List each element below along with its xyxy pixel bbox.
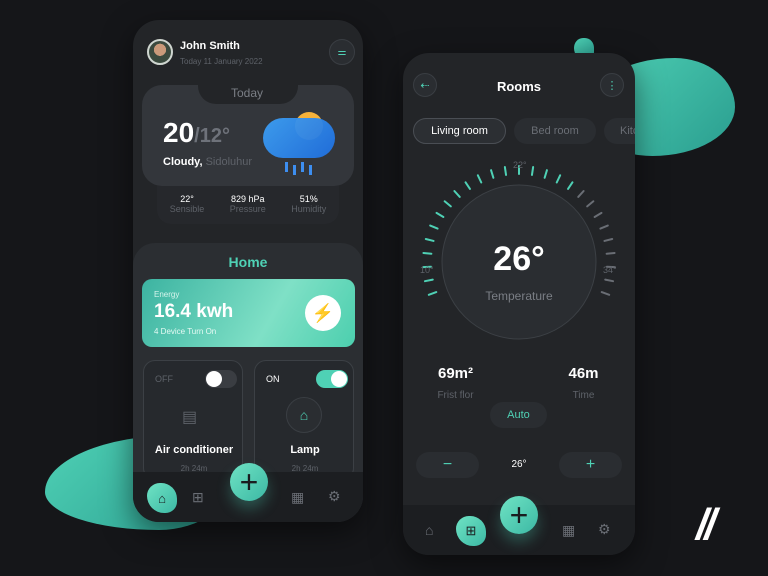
home-phone: John Smith Today 11 January 2022 ⚌ Today… bbox=[133, 20, 363, 522]
nav-settings-icon[interactable]: ⚙ bbox=[598, 521, 611, 537]
dial-min-label: 10° bbox=[420, 265, 434, 275]
rooms-phone: ⇠ Rooms ⋮ Living room Bed room Kitchen 1… bbox=[403, 53, 635, 555]
dial-mid-label: 22° bbox=[513, 160, 527, 170]
dial-max-label: 34° bbox=[603, 265, 617, 275]
user-date: Today 11 January 2022 bbox=[180, 57, 263, 66]
dial-tick bbox=[429, 224, 439, 230]
back-button[interactable]: ⇠ bbox=[413, 73, 437, 97]
dial-tick bbox=[600, 291, 611, 296]
brand-logo: // bbox=[696, 500, 717, 549]
dial-tick bbox=[577, 190, 585, 198]
temperature-range: 20/12° bbox=[163, 117, 230, 149]
dial-tick bbox=[593, 211, 603, 218]
avatar[interactable] bbox=[147, 39, 173, 65]
dial-tick bbox=[555, 174, 562, 184]
dial-label: Temperature bbox=[485, 289, 553, 303]
nav-home-icon[interactable]: ⌂ bbox=[425, 522, 434, 538]
temp-high: 20 bbox=[163, 117, 195, 148]
add-button[interactable]: + bbox=[230, 463, 268, 501]
nav-settings-icon[interactable]: ⚙ bbox=[328, 488, 341, 504]
dial-tick bbox=[427, 291, 438, 296]
dial-tick bbox=[530, 166, 535, 176]
tab-living-room[interactable]: Living room bbox=[413, 118, 506, 144]
nav-calendar-icon[interactable]: ▦ bbox=[291, 489, 305, 505]
tab-bed-room[interactable]: Bed room bbox=[514, 118, 596, 144]
more-vertical-icon: ⋮ bbox=[606, 79, 618, 92]
energy-card[interactable]: Energy 16.4 kwh 4 Device Turn On ⚡ bbox=[142, 279, 355, 347]
stat-pressure: 829 hPa Pressure bbox=[229, 194, 266, 214]
add-button[interactable]: + bbox=[500, 496, 538, 534]
dial-tick bbox=[423, 278, 434, 283]
weather-stats: 22° Sensible 829 hPa Pressure 51% Humidity bbox=[157, 186, 339, 224]
weather-condition: Cloudy, Sidoluhur bbox=[163, 156, 253, 168]
decrease-temp-button[interactable]: − bbox=[416, 452, 479, 478]
dial-tick bbox=[476, 174, 483, 184]
tab-kitchen[interactable]: Kitchen bbox=[604, 118, 635, 144]
air-conditioner-icon: ▤ bbox=[182, 409, 198, 426]
temperature-dial[interactable] bbox=[419, 162, 619, 362]
nav-grid-button[interactable]: ⊞ bbox=[456, 516, 486, 546]
dial-tick bbox=[503, 166, 508, 176]
arrow-left-icon: ⇠ bbox=[420, 79, 430, 92]
dial-tick bbox=[599, 224, 609, 230]
dial-value: 26° bbox=[493, 240, 545, 278]
device-card-lamp[interactable]: ON ⌂ Lamp 2h 24m bbox=[254, 360, 354, 480]
more-menu-button[interactable]: ⋮ bbox=[600, 73, 624, 97]
lightning-icon: ⚡ bbox=[305, 295, 341, 331]
stat-humidity: 51% Humidity bbox=[291, 194, 327, 214]
dial-knob[interactable] bbox=[441, 184, 597, 340]
nav-home-button[interactable]: ⌂ bbox=[147, 483, 177, 513]
power-toggle-on[interactable] bbox=[316, 370, 348, 388]
dial-tick bbox=[490, 169, 495, 179]
dial-tick bbox=[586, 200, 595, 208]
stat-area: 69m² Frist flor bbox=[437, 365, 474, 401]
dial-tick bbox=[604, 278, 615, 283]
nav-calendar-icon[interactable]: ▦ bbox=[562, 522, 576, 538]
mode-auto-button[interactable]: Auto bbox=[490, 402, 547, 428]
dial-tick bbox=[443, 200, 452, 208]
dial-tick bbox=[567, 181, 574, 190]
increase-temp-button[interactable]: + bbox=[559, 452, 622, 478]
dial-tick bbox=[424, 238, 435, 242]
settings-sliders-button[interactable]: ⚌ bbox=[329, 39, 355, 65]
stepper-value: 26° bbox=[511, 459, 527, 470]
cloud-rain-sun-icon bbox=[263, 112, 335, 176]
power-toggle-off[interactable] bbox=[205, 370, 237, 388]
stat-sensible: 22° Sensible bbox=[169, 194, 205, 214]
weather-tab-notch bbox=[198, 80, 298, 104]
stat-time: 46m Time bbox=[568, 365, 599, 401]
dial-tick bbox=[435, 211, 445, 218]
temp-low: /12° bbox=[194, 125, 230, 147]
lamp-icon: ⌂ bbox=[286, 397, 322, 433]
user-name: John Smith bbox=[180, 40, 240, 52]
sliders-icon: ⚌ bbox=[337, 46, 347, 58]
page-title: Rooms bbox=[496, 79, 542, 94]
dial-tick bbox=[543, 169, 548, 179]
nav-grid-icon[interactable]: ⊞ bbox=[192, 489, 204, 505]
dial-tick bbox=[603, 238, 614, 242]
dial-tick bbox=[453, 190, 461, 198]
dial-tick bbox=[464, 181, 471, 190]
weather-tab-today[interactable]: Today bbox=[231, 86, 264, 100]
device-card-air-conditioner[interactable]: OFF ▤ Air conditioner 2h 24m bbox=[143, 360, 243, 480]
dial-tick bbox=[422, 251, 433, 255]
home-title: Home bbox=[228, 254, 268, 270]
dial-tick bbox=[605, 251, 616, 255]
